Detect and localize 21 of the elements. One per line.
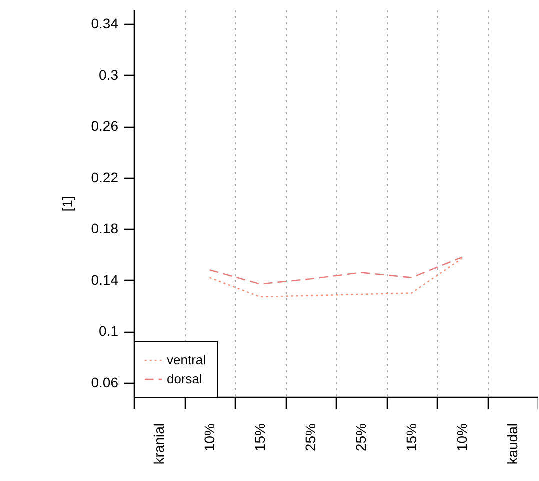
x-tick-label: 25% xyxy=(352,424,369,452)
x-tick-label: 10% xyxy=(201,424,218,452)
x-tick-label: 25% xyxy=(302,424,318,452)
y-tick-label: 0.26 xyxy=(91,118,119,134)
legend-label: dorsal xyxy=(167,372,203,386)
y-tick-label: 0.3 xyxy=(99,66,119,83)
y-tick-label: 0.06 xyxy=(91,374,119,390)
y-axis-title: [1] xyxy=(59,196,76,212)
y-tick-label: 0.22 xyxy=(91,169,119,186)
x-tick-label: 10% xyxy=(454,424,470,452)
y-tick-label: 0.14 xyxy=(91,272,119,288)
legend-label: ventral xyxy=(167,352,206,368)
x-tick-label: 15% xyxy=(252,424,268,452)
x-tick-label: 15% xyxy=(403,424,420,452)
x-tick-label: kranial xyxy=(150,424,167,465)
x-tick-label: kaudal xyxy=(504,424,520,465)
y-tick-label: 0.34 xyxy=(91,16,119,32)
y-tick-label: 0.1 xyxy=(99,323,119,340)
line-series xyxy=(209,258,463,298)
y-tick-label: 0.18 xyxy=(91,220,119,237)
line-series xyxy=(209,256,463,285)
